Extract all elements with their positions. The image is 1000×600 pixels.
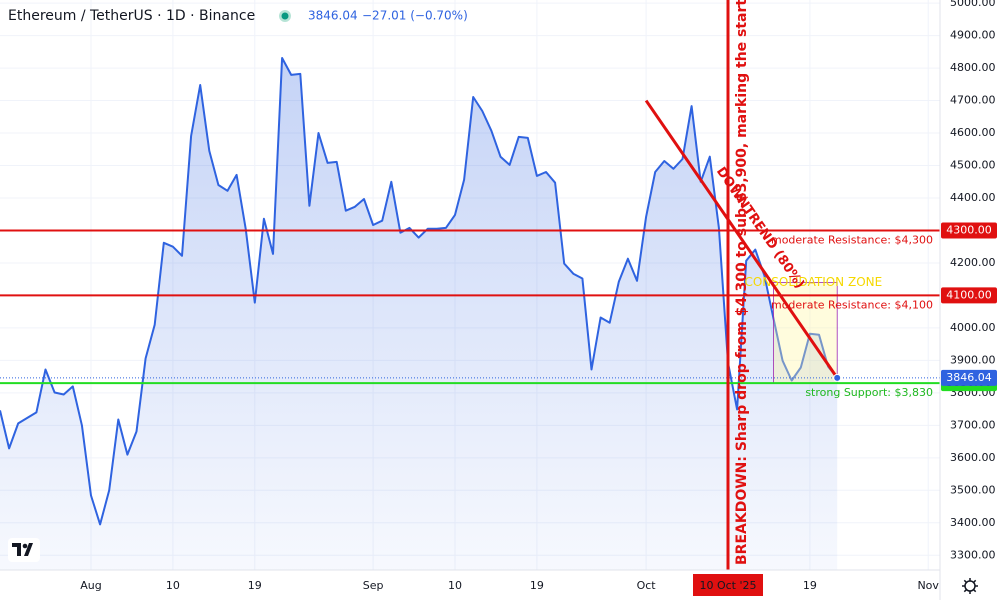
zone-label: CONSOLIDATION ZONE (744, 275, 882, 289)
y-tick-label: 3500.00 (950, 483, 996, 496)
x-tick-highlight (693, 574, 763, 596)
plot-area: CONSOLIDATION ZONE moderate Resistance: $… (0, 0, 940, 570)
y-tick-label: 4800.00 (950, 61, 996, 74)
x-tick-label: 10 (166, 579, 180, 592)
axes: 3300.003400.003500.003600.003700.003800.… (80, 0, 997, 596)
x-tick-label: 10 Oct '25 (699, 579, 756, 592)
tv-logo (8, 538, 40, 562)
trend-line (644, 99, 839, 379)
level-label: moderate Resistance: $4,100 (771, 298, 933, 311)
price-area (0, 58, 838, 570)
last-point (833, 373, 842, 382)
level-label: strong Support: $3,830 (805, 386, 933, 399)
x-tick-label: 10 (448, 579, 462, 592)
y-tick-label: 4600.00 (950, 126, 996, 139)
y-tick-label: 4900.00 (950, 29, 996, 42)
x-tick-label: Nov (917, 579, 939, 592)
level-label: moderate Resistance: $4,300 (771, 233, 933, 246)
level-tag: 4100.00 (946, 288, 992, 301)
y-tick-label: 5000.00 (950, 0, 996, 9)
time-axis (0, 570, 940, 600)
last-price: 3846.04 (308, 9, 358, 23)
x-tick-label: 19 (248, 579, 262, 592)
status-dot (281, 12, 289, 20)
y-tick-label: 3400.00 (950, 516, 996, 529)
last-price-tag-bg (941, 369, 997, 386)
x-tick-label: 19 (803, 579, 817, 592)
last-price-tag: 3846.04 (946, 371, 992, 384)
y-tick-label: 3700.00 (950, 418, 996, 431)
x-tick-label: Aug (80, 579, 101, 592)
x-tick-label: 19 (530, 579, 544, 592)
level-tag: 4300.00 (946, 223, 992, 236)
y-tick-label: 4500.00 (950, 159, 996, 172)
y-tick-label: 4000.00 (950, 321, 996, 334)
settings-icon[interactable] (962, 578, 978, 594)
y-tick-label: 4200.00 (950, 256, 996, 269)
y-tick-label: 3600.00 (950, 451, 996, 464)
breakdown-label: BREAKDOWN: Sharp drop from $4,300 to sub… (734, 0, 750, 565)
y-tick-label: 4400.00 (950, 191, 996, 204)
price-change: −27.01 (−0.70%) (362, 9, 468, 23)
level-tag-bg (941, 287, 997, 304)
symbol-title: Ethereum / TetherUS · 1D · Binance (8, 8, 255, 24)
price-line (0, 57, 838, 526)
y-tick-label: 3300.00 (950, 548, 996, 561)
y-tick-label: 3900.00 (950, 353, 996, 366)
x-tick-label: Sep (363, 579, 384, 592)
level-tag-bg (941, 222, 997, 239)
x-tick-label: Oct (637, 579, 657, 592)
y-tick-label: 4700.00 (950, 94, 996, 107)
